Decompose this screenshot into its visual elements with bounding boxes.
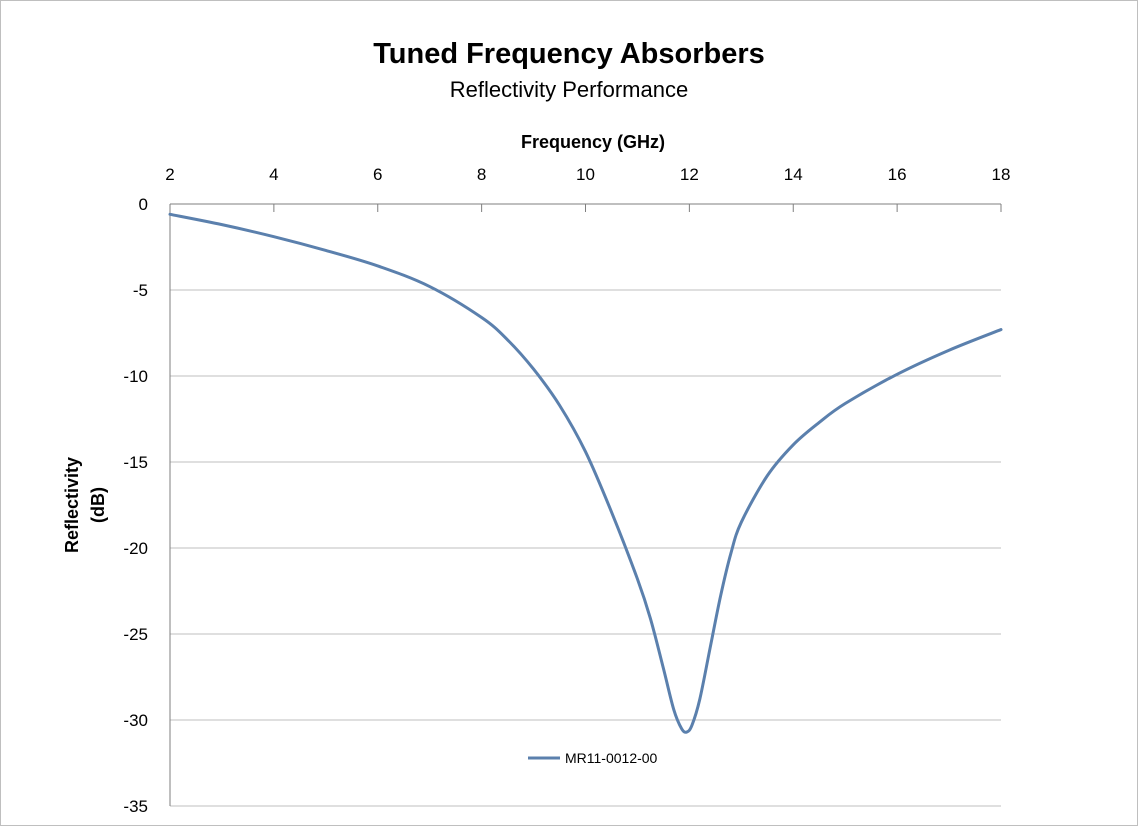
legend-label: MR11-0012-00 [565,750,658,766]
x-tick-label: 14 [784,165,803,184]
y-tick-label: 0 [139,195,148,214]
y-tick-label: -10 [123,367,148,386]
y-tick-label: -25 [123,625,148,644]
legend: MR11-0012-00 [528,750,658,766]
x-tick-label: 4 [269,165,278,184]
y-tick-label: -5 [133,281,148,300]
x-tick-label: 10 [576,165,595,184]
series-group [168,212,1003,734]
x-tick-label: 2 [165,165,174,184]
chart-subtitle: Reflectivity Performance [449,77,689,102]
x-tick-label: 8 [477,165,486,184]
x-tick-label: 18 [992,165,1011,184]
y-axis-title-line-1: Reflectivity [62,457,82,553]
series-line [168,212,1003,734]
x-tick-label: 6 [373,165,382,184]
chart-title: Tuned Frequency Absorbers [373,38,765,70]
x-axis-title: Frequency (GHz) [521,132,665,152]
y-tick-label: -30 [123,711,148,730]
y-tick-label: -35 [123,797,148,816]
y-tick-label: -20 [123,539,148,558]
axes [169,203,1001,806]
x-axis-ticks: 2 4 6 8 10 12 14 16 18 [165,165,1010,212]
gridlines [170,289,1001,807]
y-axis-title-line-2: (dB) [88,487,108,523]
y-tick-label: -15 [123,453,148,472]
y-axis-ticks: 0 -5 -10 -15 -20 -25 -30 -35 [123,195,148,816]
x-tick-label: 12 [680,165,699,184]
x-tick-label: 16 [888,165,907,184]
